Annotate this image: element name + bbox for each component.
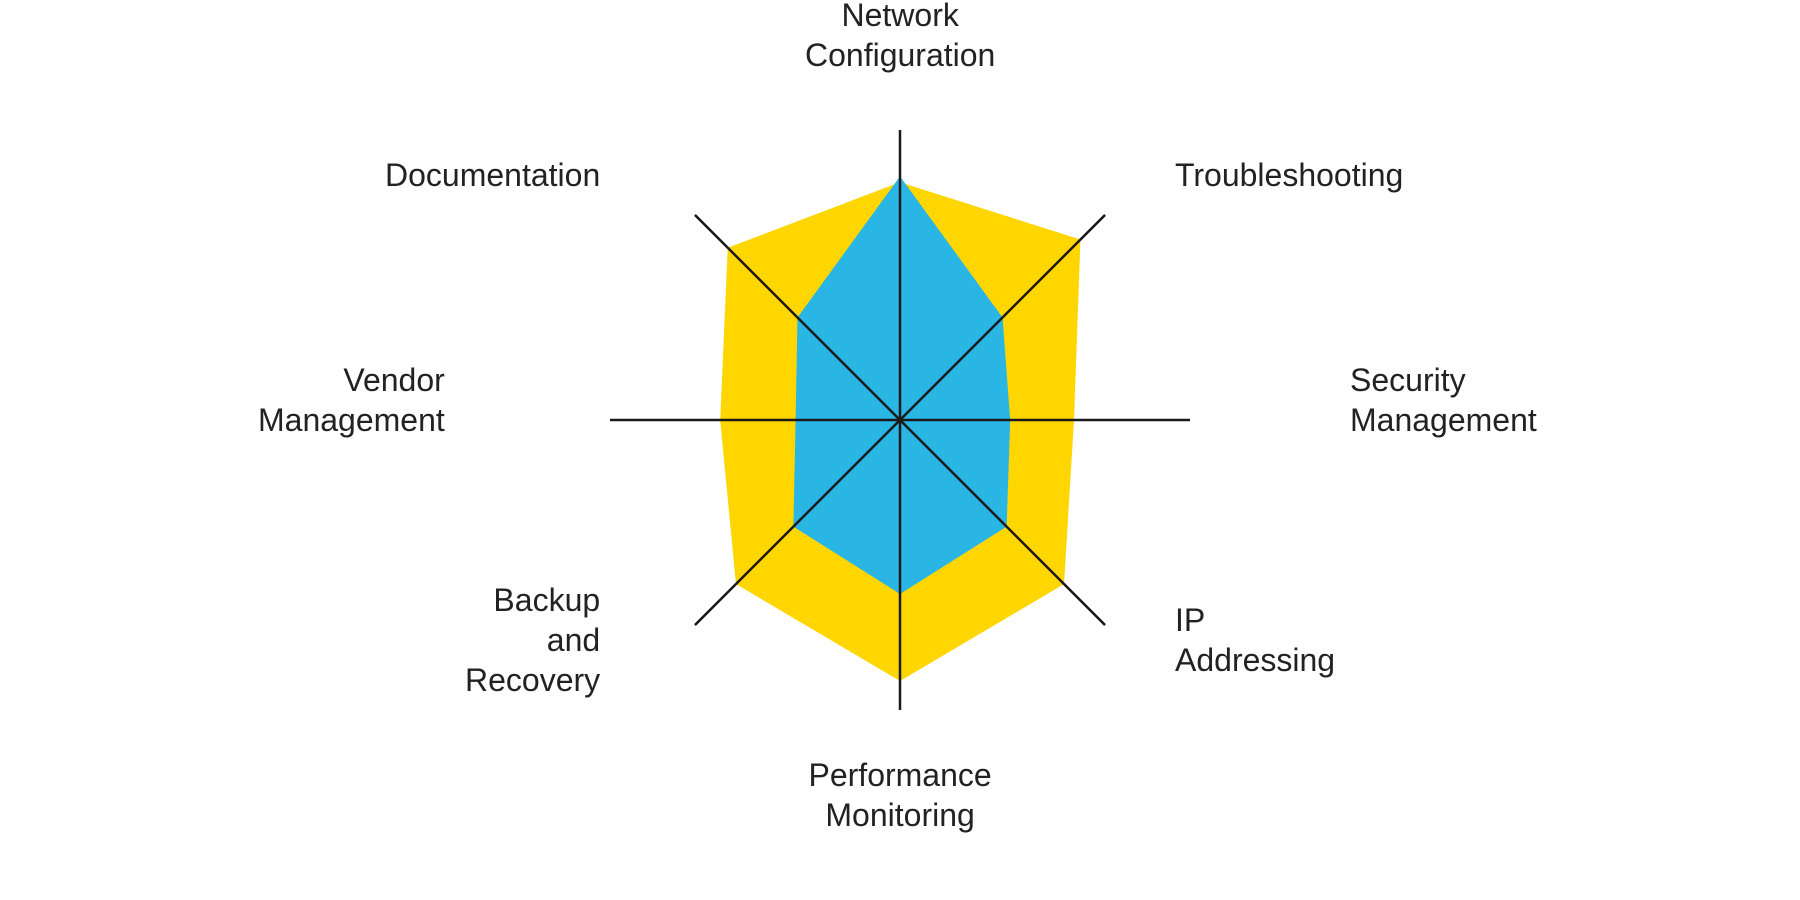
radar-axis-label: Backup and Recovery — [465, 580, 600, 700]
radar-axis-label: Vendor Management — [258, 360, 445, 440]
radar-axis-label: Network Configuration — [805, 0, 995, 75]
radar-axis-label: Security Management — [1350, 360, 1537, 440]
radar-chart-container: Network Configuration Troubleshooting Secu… — [0, 0, 1800, 900]
radar-axis-label: Troubleshooting — [1175, 155, 1403, 195]
radar-axis-label: IP Addressing — [1175, 600, 1335, 680]
radar-axis-label: Documentation — [385, 155, 600, 195]
radar-axis-label: Performance Monitoring — [809, 755, 992, 835]
